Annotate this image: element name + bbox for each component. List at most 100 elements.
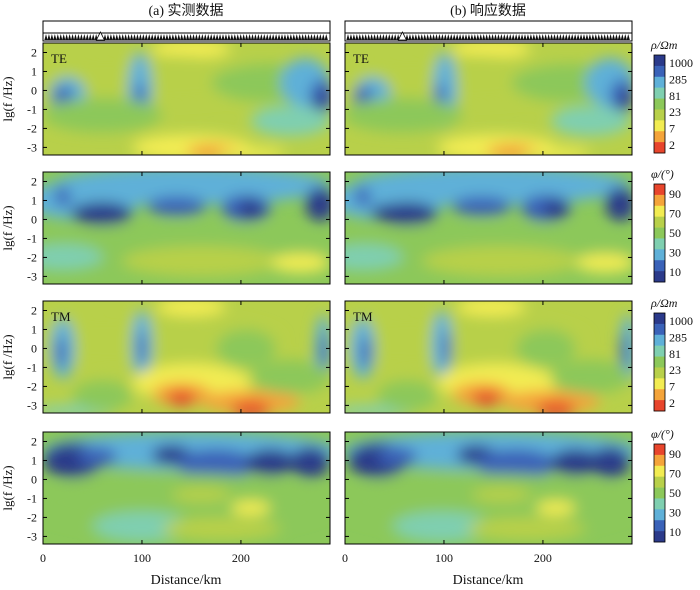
- station-marker: [558, 34, 562, 40]
- station-marker: [573, 34, 577, 40]
- panel-te-resistivity-response: TE: [344, 42, 633, 156]
- y-tick-label: -3: [27, 398, 37, 412]
- contour-region: [320, 333, 329, 372]
- panel-frame: [344, 431, 633, 545]
- station-marker: [280, 34, 284, 40]
- panel-te-phase-observed: 2 1 0 -1 -2 -3: [27, 171, 331, 285]
- colorbar-swatch: [654, 323, 665, 336]
- y-tick-label: 2: [31, 45, 37, 59]
- station-marker: [440, 34, 444, 40]
- y-tick-label: -3: [27, 529, 37, 543]
- panel-b-title: (b) 响应数据: [450, 2, 526, 19]
- mode-label: TM: [51, 309, 71, 324]
- y-tick-label: 0: [31, 472, 37, 486]
- colorbar-swatch: [654, 444, 665, 456]
- station-marker: [526, 34, 530, 40]
- station-marker: [197, 34, 201, 40]
- station-marker: [561, 34, 565, 40]
- station-strip-b: [344, 20, 633, 42]
- contour-region: [354, 187, 371, 207]
- colorbar-swatch: [654, 520, 665, 532]
- y-tick-label: 0: [31, 341, 37, 355]
- station-marker: [446, 34, 450, 40]
- station-marker: [306, 34, 311, 40]
- colorbar-swatch: [654, 65, 665, 78]
- station-marker: [582, 34, 586, 40]
- contour-region: [171, 487, 232, 503]
- station-marker: [65, 34, 69, 40]
- contour-region: [370, 204, 415, 222]
- station-marker: [408, 34, 412, 40]
- colorbar-title: ρ/Ωm: [650, 296, 678, 310]
- y-tick-label: 2: [31, 434, 37, 448]
- station-marker: [265, 34, 269, 40]
- contour-region: [305, 187, 330, 222]
- station-marker: [547, 34, 551, 40]
- station-marker: [429, 34, 433, 40]
- station-marker: [532, 34, 536, 40]
- panel-tm-phase-observed: 210-1-2-30 100 200: [27, 431, 331, 565]
- contour-region: [216, 329, 276, 368]
- contour-region: [146, 196, 207, 216]
- station-marker: [171, 34, 175, 40]
- station-marker: [324, 34, 328, 40]
- station-marker: [390, 34, 394, 40]
- x-tick-label: 200: [534, 551, 552, 565]
- colorbar-tick-label: 285: [669, 73, 687, 87]
- station-marker: [538, 34, 542, 40]
- station-marker: [384, 34, 388, 40]
- station-marker: [124, 34, 128, 40]
- contour-region: [43, 244, 103, 271]
- station-marker: [47, 34, 51, 40]
- colorbar-swatch: [654, 184, 665, 196]
- station-marker: [109, 34, 113, 40]
- contour-region: [290, 447, 330, 478]
- colorbar-tick-label: 30: [669, 506, 681, 520]
- station-marker: [259, 34, 263, 40]
- colorbars: ρ/Ωm 1000 285 81 23 7 2 φ/(°) 90 70 50 30 10 ρ/Ωm 1000…: [650, 38, 693, 543]
- station-marker: [496, 34, 501, 40]
- station-marker: [375, 34, 380, 40]
- contour-region: [352, 86, 373, 106]
- station-marker: [159, 34, 163, 40]
- y-axis-label: lg(f /Hz): [0, 205, 15, 250]
- station-marker: [150, 34, 154, 40]
- station-marker: [364, 34, 368, 40]
- station-marker: [209, 34, 213, 40]
- contour-region: [54, 187, 71, 207]
- colorbar-phi-row4: φ/(°) 90 70 50 30 10: [651, 427, 681, 543]
- station-marker: [271, 34, 275, 40]
- station-marker: [277, 34, 281, 40]
- y-tick-label: 2: [31, 303, 37, 317]
- colorbar-tick-label: 50: [669, 226, 681, 240]
- colorbar-swatch: [654, 487, 665, 499]
- colorbar-swatch: [654, 142, 665, 154]
- colorbar-swatch: [654, 260, 665, 272]
- station-marker: [381, 34, 385, 40]
- contour-region: [52, 86, 73, 106]
- colorbar-tick-label: 23: [669, 105, 681, 119]
- station-marker: [318, 34, 322, 40]
- contour-region: [550, 105, 631, 137]
- colorbar-frame: [653, 54, 666, 154]
- station-marker: [423, 34, 427, 40]
- contour-region: [216, 147, 286, 155]
- colorbar-tick-label: 285: [669, 331, 687, 345]
- contour-region: [377, 380, 438, 412]
- y-tick-label: 1: [31, 322, 37, 336]
- contour-region: [238, 199, 263, 219]
- contour-region: [392, 511, 492, 543]
- station-marker: [91, 34, 95, 40]
- station-marker: [387, 34, 391, 40]
- contour-region: [550, 449, 601, 476]
- y-tick-label: -3: [27, 140, 37, 154]
- mode-label: TE: [353, 51, 369, 66]
- colorbar-swatch: [654, 238, 665, 250]
- station-marker: [458, 34, 462, 40]
- contour-region: [92, 511, 192, 543]
- x-axis-label-a: Distance/km: [151, 573, 222, 588]
- station-marker: [129, 34, 134, 40]
- station-marker: [355, 34, 359, 40]
- station-marker: [393, 34, 397, 40]
- station-marker: [517, 34, 521, 40]
